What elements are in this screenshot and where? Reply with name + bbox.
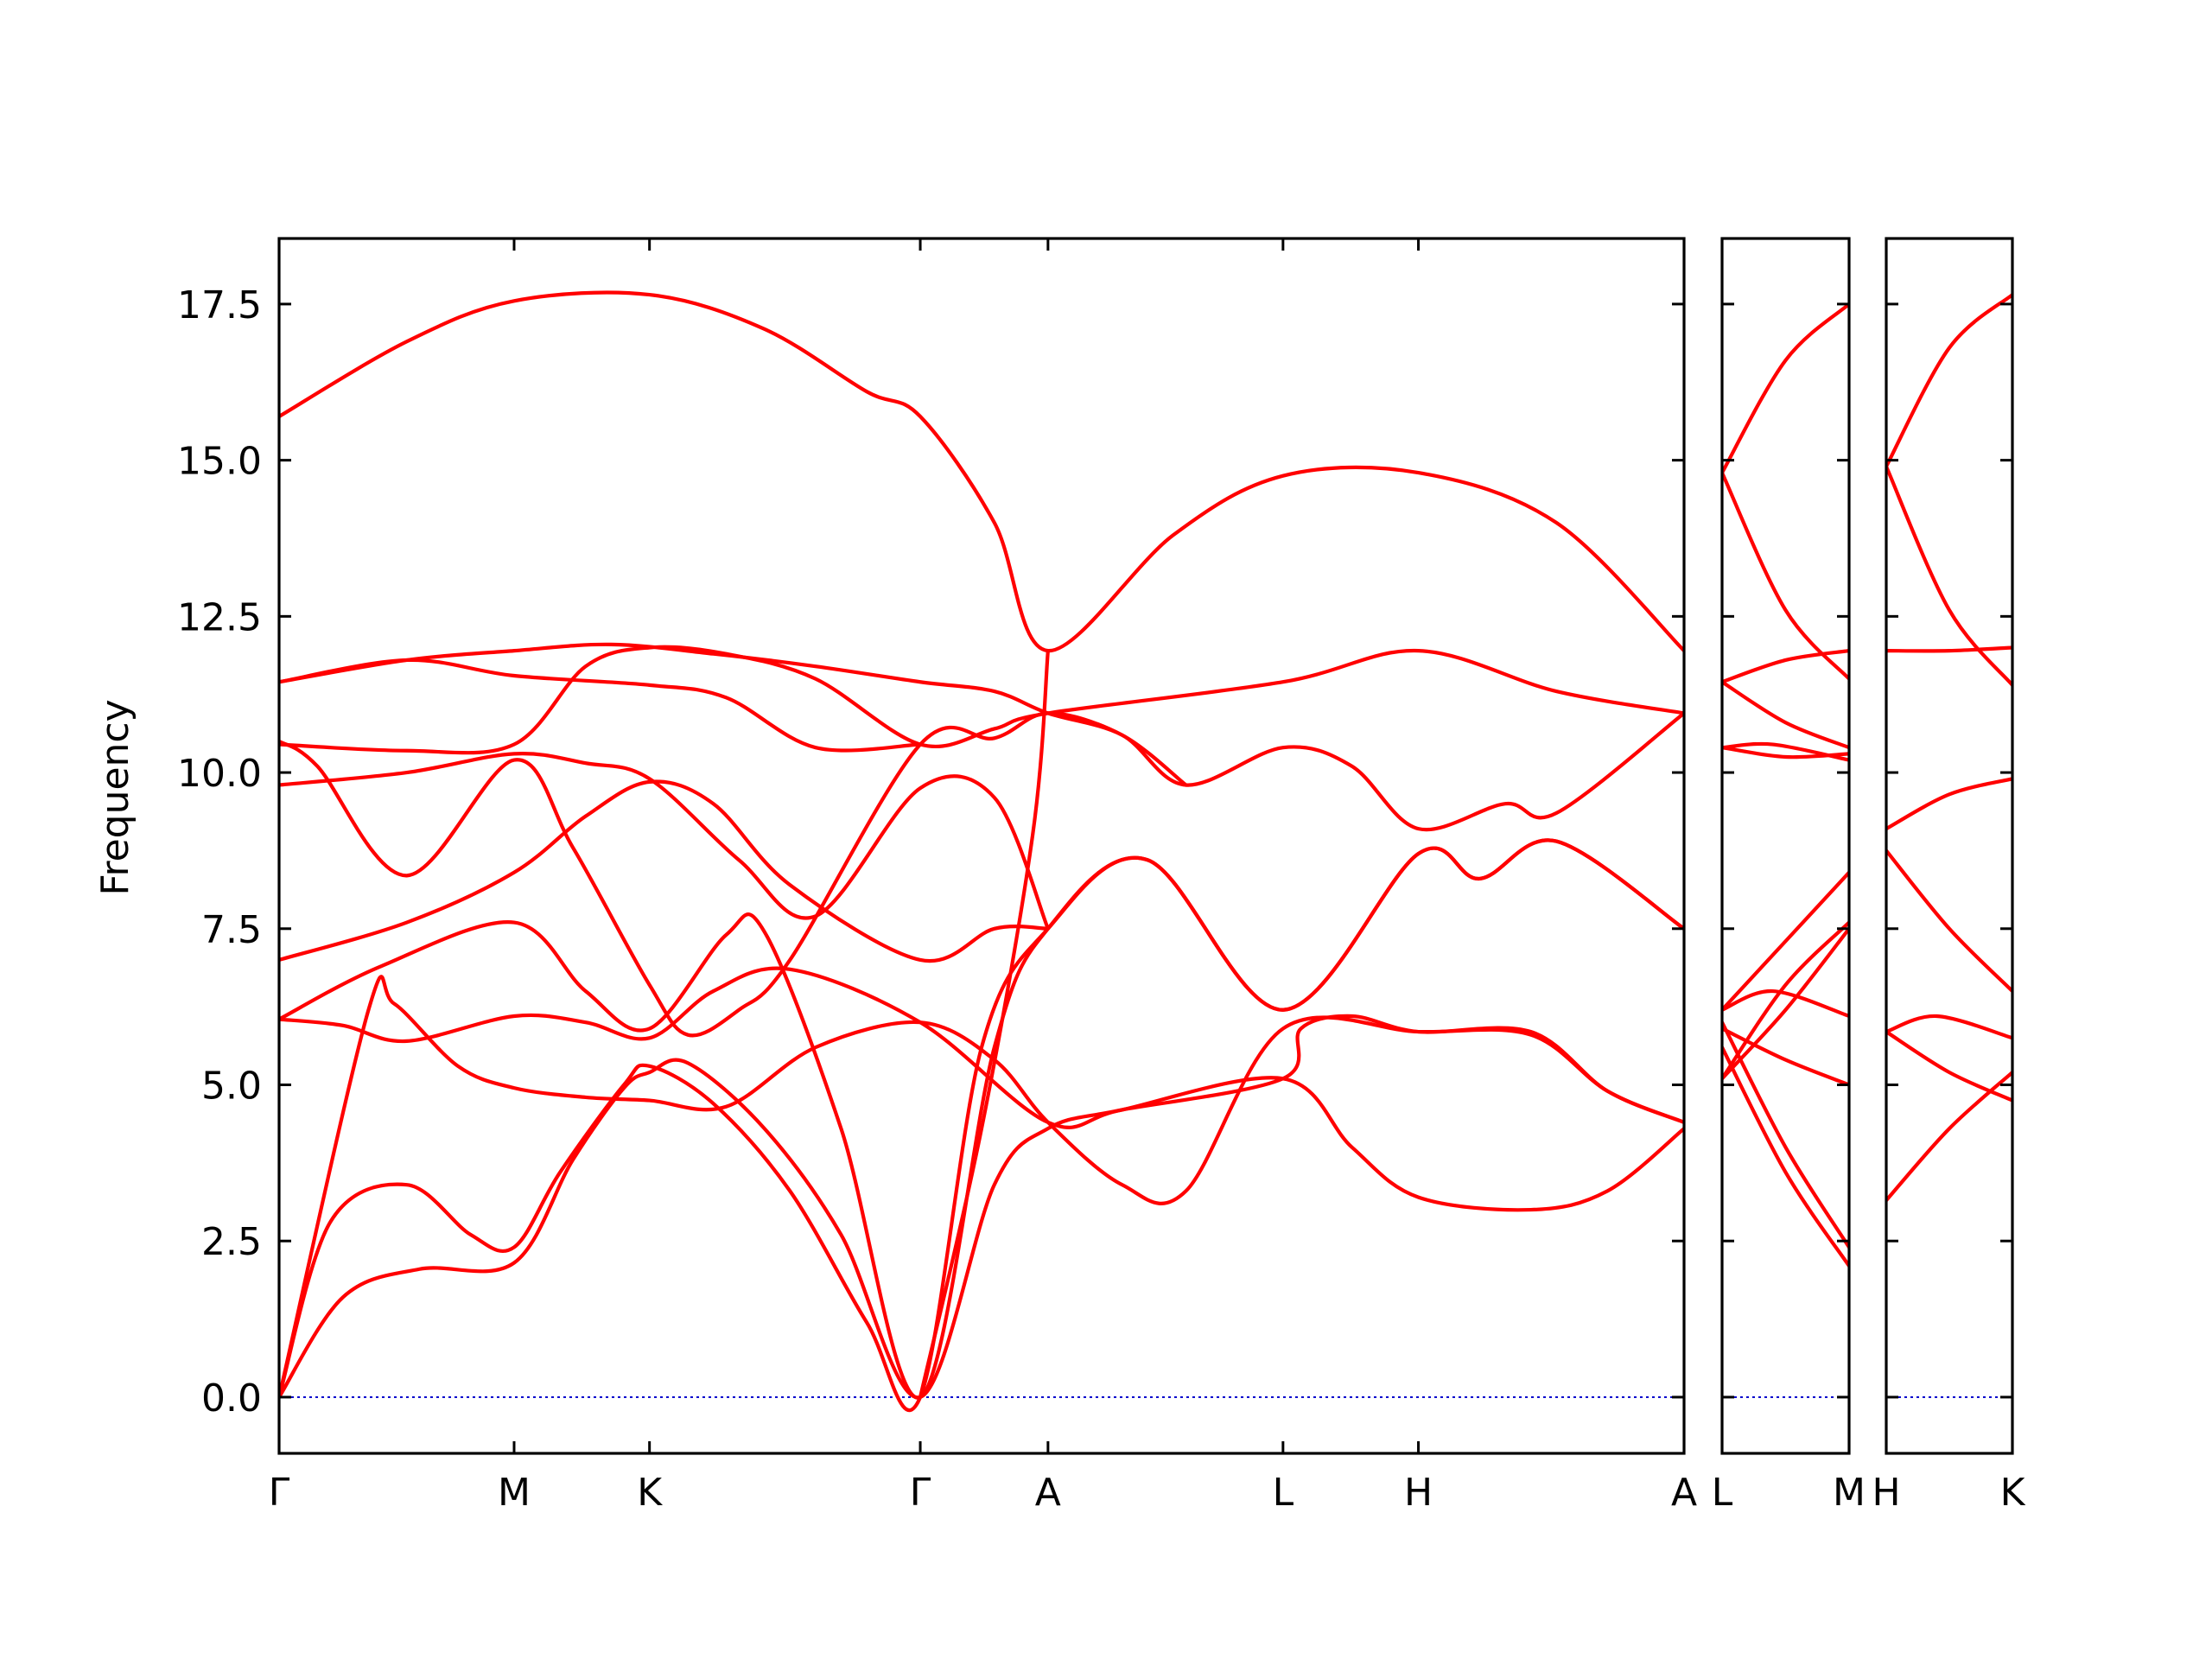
band-group	[279, 290, 1684, 1413]
band-line-7	[1886, 1029, 2012, 1103]
band-group	[1886, 292, 2012, 1203]
band-line-4	[1886, 777, 2012, 831]
y-tick-label: 15.0	[177, 440, 262, 484]
y-axis-label: Frequency	[93, 699, 137, 895]
y-tick-label: 5.0	[201, 1065, 262, 1109]
band-line-4	[279, 966, 1684, 1129]
band-line-7	[1722, 870, 1849, 1012]
band-line-8	[1722, 920, 1849, 1081]
band-line-6	[1886, 1014, 2012, 1040]
x-tick-label: H	[1404, 1471, 1433, 1515]
band-line-1	[279, 1058, 1684, 1400]
band-line-9	[279, 645, 1684, 755]
x-tick-label: H	[1872, 1471, 1900, 1515]
band-line-5	[1886, 849, 2012, 994]
band-line-1	[1886, 292, 2012, 468]
x-tick-label: M	[1833, 1471, 1866, 1515]
band-line-8	[279, 752, 1050, 931]
band-line-6	[279, 779, 1050, 963]
band-line-4	[1722, 680, 1849, 750]
y-axis: 0.0 2.5 5.0 7.5 10.0 12.5 15.0 17.5	[177, 283, 262, 1421]
y-tick-label: 10.0	[177, 752, 262, 796]
y-tick-label: 0.0	[201, 1376, 262, 1421]
panel-frame	[277, 237, 1686, 1455]
x-tick-label: K	[2000, 1471, 2026, 1515]
panel-frame	[1885, 237, 2014, 1455]
band-line-6	[1722, 746, 1849, 760]
x-tick-label: A	[1671, 1471, 1697, 1515]
band-group	[1722, 302, 1849, 1268]
band-line-13	[1722, 926, 1849, 1081]
x-tick-label: Γ	[269, 1471, 290, 1515]
y-tick-label: 17.5	[177, 283, 262, 327]
x-tick-label: K	[637, 1471, 663, 1515]
band-line-1	[1722, 302, 1849, 475]
x-tick-label: L	[1273, 1471, 1294, 1515]
band-line-9	[1722, 988, 1849, 1019]
y-tick-label: 2.5	[201, 1220, 262, 1264]
band-line-3	[1886, 645, 2012, 653]
x-tick-label: M	[498, 1471, 531, 1515]
x-tick-label: L	[1712, 1471, 1733, 1515]
band-line-12	[279, 290, 1684, 653]
band-line-2	[1722, 470, 1849, 681]
band-line-12	[1722, 1046, 1849, 1268]
band-line-2	[1886, 464, 2012, 687]
band-line-13	[918, 649, 1050, 1400]
band-line-5	[279, 838, 1684, 1400]
x-tick-label: Γ	[910, 1471, 931, 1515]
band-line-11	[279, 642, 1188, 787]
y-tick-label: 12.5	[177, 595, 262, 639]
x-tick-label: A	[1035, 1471, 1061, 1515]
panel-frame	[1720, 237, 1851, 1455]
band-line-8	[1886, 1070, 2012, 1203]
band-line-3	[1722, 649, 1849, 684]
band-line-10	[1722, 1027, 1849, 1087]
band-line-11	[1722, 1020, 1849, 1249]
y-tick-label: 7.5	[201, 908, 262, 952]
